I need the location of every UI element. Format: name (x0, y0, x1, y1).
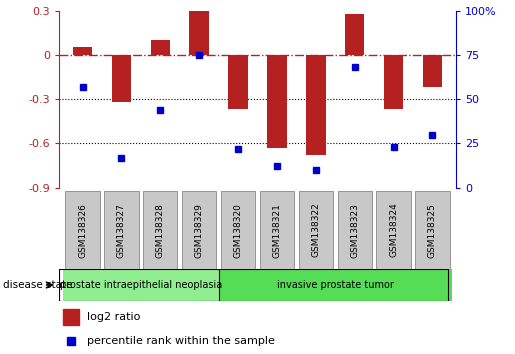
Bar (423, 55, 442, 87)
Text: GSM138322: GSM138322 (311, 203, 320, 257)
Bar (73, 47, 92, 55)
Bar (65, 191, 100, 269)
Bar (415, 191, 450, 269)
Text: GSM138321: GSM138321 (272, 202, 281, 258)
Bar (260, 191, 294, 269)
Bar (345, 13, 365, 55)
Text: GSM138326: GSM138326 (78, 202, 87, 258)
Bar (219, 269, 452, 301)
Text: GSM138324: GSM138324 (389, 203, 398, 257)
Text: GSM138328: GSM138328 (156, 202, 165, 258)
Bar (112, 55, 131, 102)
Bar (63, 269, 219, 301)
Bar (267, 55, 287, 148)
Bar (182, 191, 216, 269)
Text: prostate intraepithelial neoplasia: prostate intraepithelial neoplasia (60, 280, 222, 290)
Bar (150, 40, 170, 55)
Bar (221, 191, 255, 269)
Bar (338, 191, 372, 269)
Text: GSM138329: GSM138329 (195, 202, 204, 258)
Bar (299, 191, 333, 269)
Text: invasive prostate tumor: invasive prostate tumor (277, 280, 393, 290)
Bar (190, 11, 209, 55)
Bar (306, 55, 325, 155)
Bar (376, 191, 410, 269)
Bar (384, 55, 403, 109)
Text: log2 ratio: log2 ratio (87, 312, 141, 322)
Text: percentile rank within the sample: percentile rank within the sample (87, 336, 275, 346)
Text: GSM138325: GSM138325 (428, 202, 437, 258)
Text: disease state: disease state (3, 280, 72, 290)
Text: GSM138323: GSM138323 (350, 202, 359, 258)
Bar (105, 191, 139, 269)
Bar (63, 309, 79, 325)
Bar (228, 55, 248, 109)
Text: GSM138320: GSM138320 (234, 202, 243, 258)
Bar (143, 191, 177, 269)
Text: GSM138327: GSM138327 (117, 202, 126, 258)
